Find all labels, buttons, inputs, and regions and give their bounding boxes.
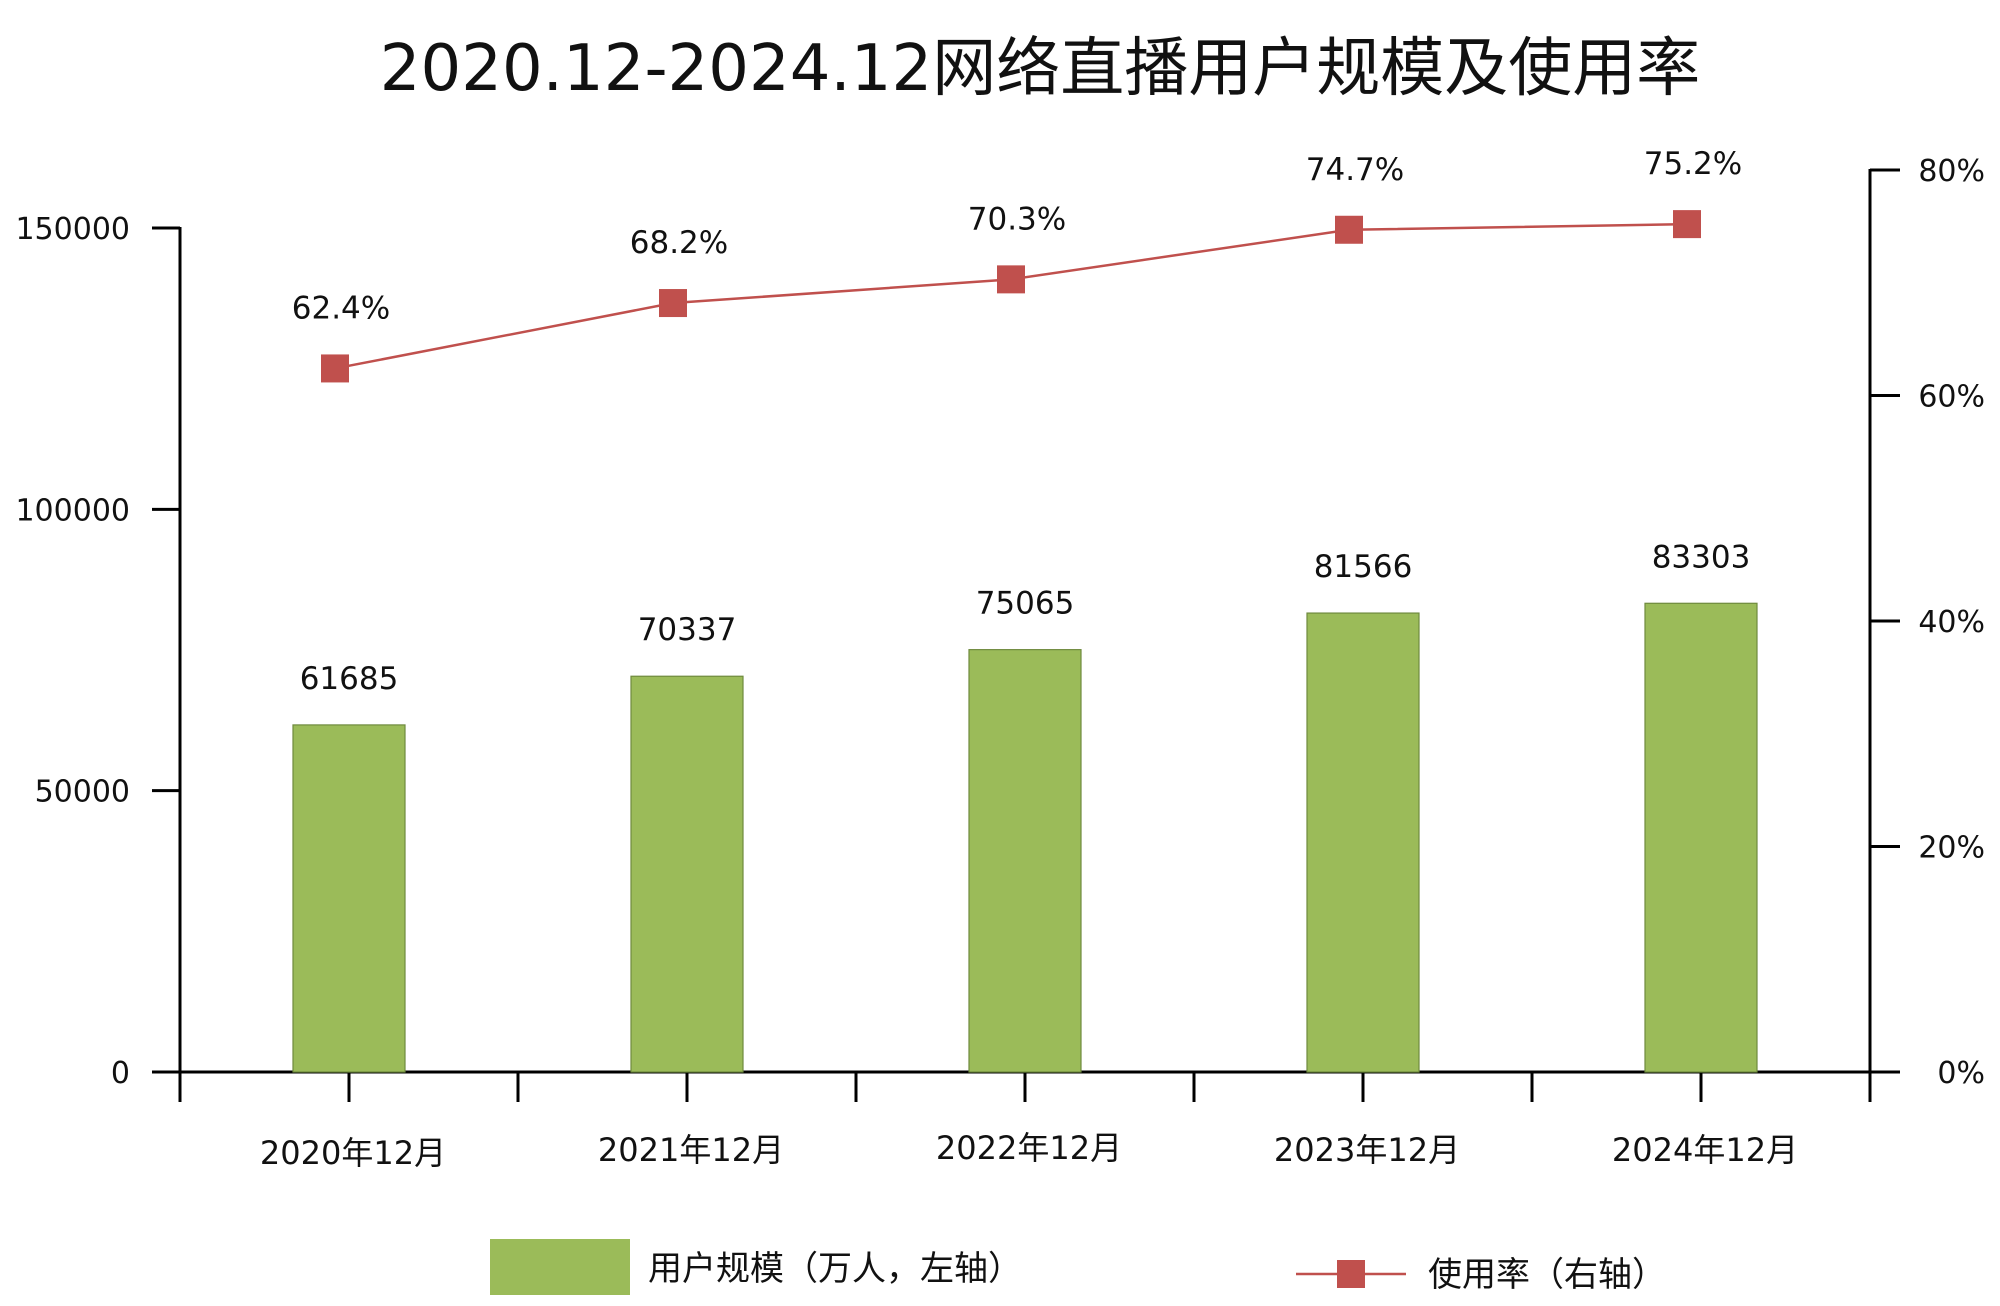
line-value-label: 75.2% [1644,146,1742,182]
legend-line-marker [1337,1260,1365,1288]
bar [630,675,744,1073]
bar [968,649,1082,1073]
line-value-label: 70.3% [968,201,1066,237]
axes: 0 50000 100000 150000 0% 20% 40% 60% 80% 2020年12月… [15,154,1985,1172]
usage-rate-marker [1335,215,1363,244]
chart-title: 2020.12-2024.12网络直播用户规模及使用率 [380,32,1700,106]
bar-value-label: 75065 [976,586,1075,622]
bar [1306,612,1420,1073]
bar-value-label: 61685 [300,661,399,697]
legend-line-label: 使用率（右轴） [1428,1255,1666,1295]
usage-rate-line [334,222,1688,370]
x-axis-category-label: 2023年12月 [1274,1131,1460,1169]
bar-value-label: 81566 [1314,549,1413,585]
left-axis-tick-label: 0 [111,1056,130,1091]
left-axis-tick-label: 100000 [15,493,130,528]
usage-rate-marker [997,265,1025,294]
data-labels: 61685 70337 75065 81566 83303 62.4% 68.2% 70.3%… [292,146,1751,697]
right-axis-tick-label: 0% [1937,1056,1985,1091]
line-value-label: 68.2% [630,225,728,261]
line-series [321,210,1701,383]
x-axis-category-label: 2024年12月 [1612,1131,1798,1169]
right-axis-tick-label: 60% [1918,380,1985,415]
right-axis-tick-label: 20% [1918,831,1985,866]
bar-value-label: 70337 [638,612,737,648]
x-axis-category-label: 2021年12月 [598,1131,784,1169]
x-axis-category-label: 2020年12月 [260,1134,446,1172]
right-axis-tick-label: 80% [1918,154,1985,189]
usage-rate-marker [1673,210,1701,239]
bar [1644,602,1758,1073]
legend-bar-label: 用户规模（万人，左轴） [648,1249,1022,1289]
line-value-label: 62.4% [292,290,390,326]
bar-series [292,602,1758,1073]
left-axis-tick-label: 150000 [15,212,130,247]
legend: 用户规模（万人，左轴） 使用率（右轴） [490,1239,1666,1295]
bar-value-label: 83303 [1652,539,1751,575]
usage-rate-marker [321,354,349,383]
legend-bar-swatch [490,1239,630,1295]
line-value-label: 74.7% [1306,152,1404,188]
usage-rate-marker [659,289,687,318]
left-axis-tick-label: 50000 [35,775,130,810]
x-axis-category-label: 2022年12月 [936,1129,1122,1167]
bar [292,724,406,1073]
right-axis-tick-label: 40% [1918,605,1985,640]
